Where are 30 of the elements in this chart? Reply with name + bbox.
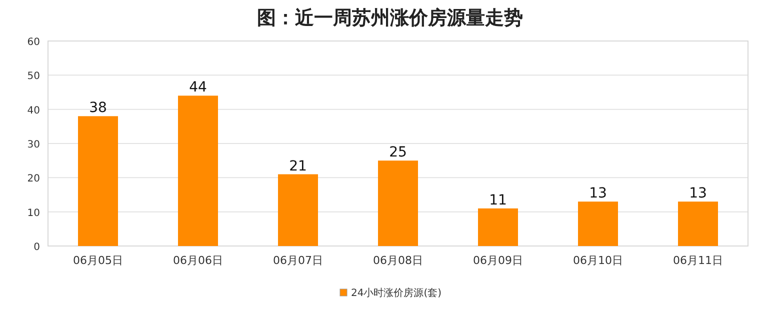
bar [178,96,218,246]
y-tick-label: 20 [27,174,40,185]
y-tick-label: 30 [27,140,40,150]
legend-label: 24小时涨价房源(套) [351,287,442,299]
data-label: 25 [389,144,407,161]
x-tick-label: 06月05日 [73,254,123,267]
y-tick-label: 10 [27,208,40,219]
x-tick-label: 06月09日 [473,254,523,267]
x-tick-label: 06月10日 [573,254,623,267]
data-label: 11 [489,192,507,208]
y-tick-label: 0 [34,242,40,253]
x-tick-label: 06月06日 [173,254,223,267]
chart-title: 图：近一周苏州涨价房源量走势 [257,7,523,29]
x-tick-label: 06月07日 [273,254,323,267]
bar [578,202,618,246]
y-tick-label: 40 [27,105,40,116]
y-tick-label: 60 [27,37,40,48]
bar [278,174,318,246]
bar [678,202,718,246]
data-label: 38 [89,100,107,116]
x-tick-label: 06月08日 [373,254,423,267]
data-label: 13 [689,186,707,202]
y-tick-label: 50 [27,71,40,82]
bar [378,160,418,246]
data-label: 13 [589,186,607,202]
data-label: 44 [189,80,207,96]
data-label: 21 [289,158,307,174]
x-tick-label: 06月11日 [673,254,723,267]
bar [478,208,518,246]
bar [78,116,118,246]
